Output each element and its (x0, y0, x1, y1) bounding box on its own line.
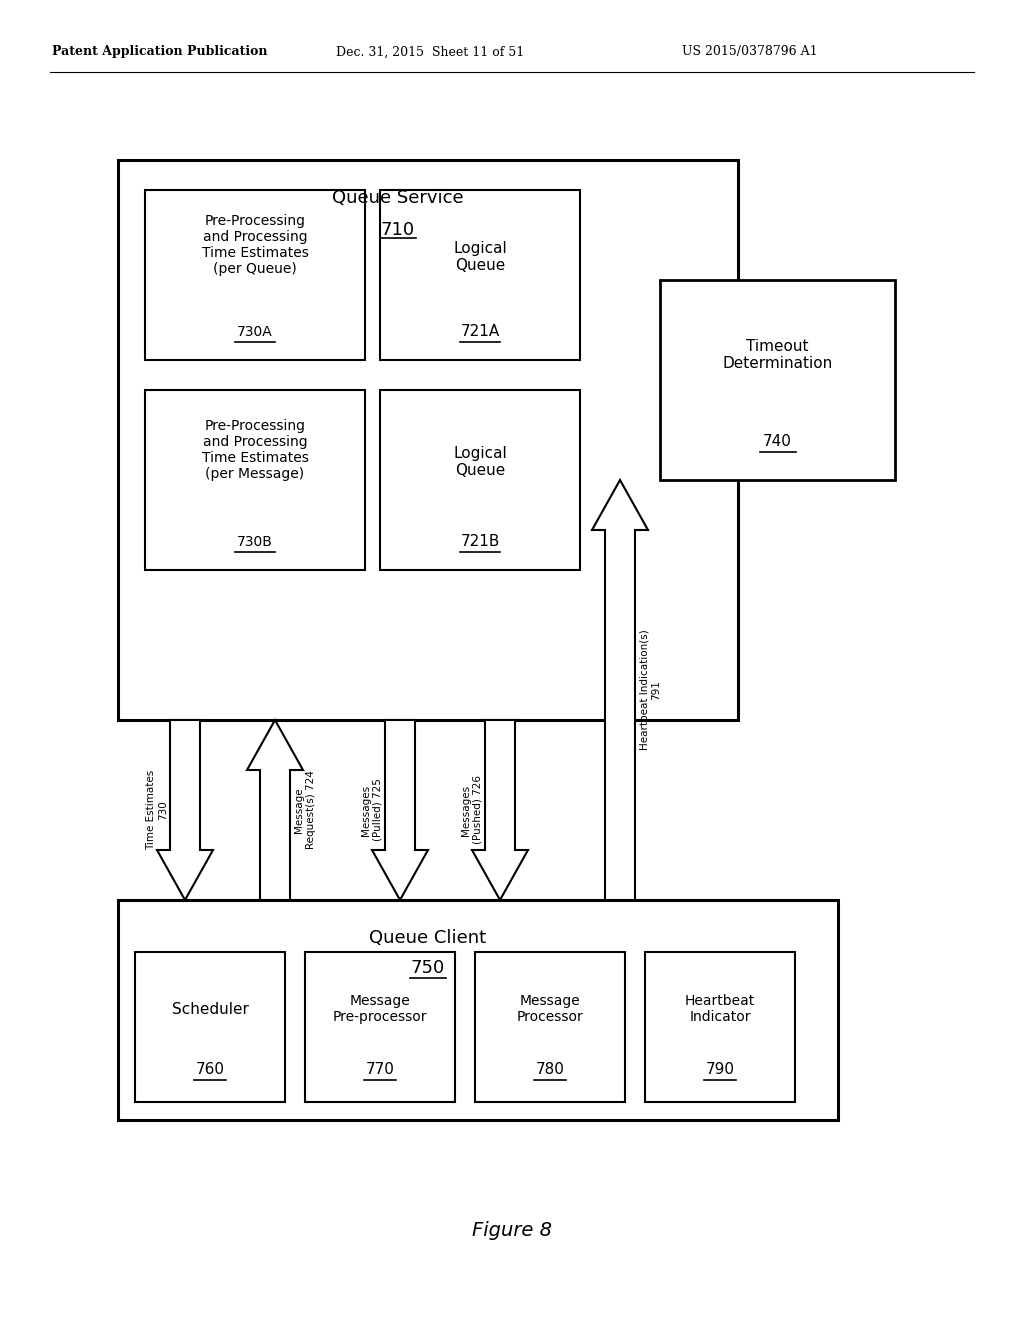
Text: 750: 750 (411, 960, 445, 977)
Bar (145, 190, 365, 360)
Bar (380, 190, 580, 360)
Text: Patent Application Publication: Patent Application Publication (52, 45, 267, 58)
Polygon shape (372, 719, 428, 900)
Text: 730B: 730B (238, 535, 273, 549)
Text: Time Estimates
730: Time Estimates 730 (146, 770, 168, 850)
Text: 780: 780 (536, 1063, 564, 1077)
Text: 730A: 730A (238, 325, 272, 339)
Text: Heartbeat Indication(s)
791: Heartbeat Indication(s) 791 (639, 630, 660, 750)
Text: Logical
Queue: Logical Queue (454, 446, 507, 478)
Bar (380, 389, 580, 570)
Text: 721B: 721B (461, 535, 500, 549)
Text: Scheduler: Scheduler (172, 1002, 249, 1016)
Bar (475, 952, 625, 1102)
Bar (118, 900, 838, 1119)
Text: Pre-Processing
and Processing
Time Estimates
(per Message): Pre-Processing and Processing Time Estim… (202, 418, 308, 482)
Text: Messages
(Pulled) 725: Messages (Pulled) 725 (361, 779, 383, 841)
Text: 790: 790 (706, 1063, 734, 1077)
Text: Figure 8: Figure 8 (472, 1221, 552, 1239)
Text: Dec. 31, 2015  Sheet 11 of 51: Dec. 31, 2015 Sheet 11 of 51 (336, 45, 524, 58)
Text: Pre-Processing
and Processing
Time Estimates
(per Queue): Pre-Processing and Processing Time Estim… (202, 214, 308, 276)
Polygon shape (472, 719, 528, 900)
Text: Queue Client: Queue Client (370, 929, 486, 946)
Text: Message
Processor: Message Processor (517, 994, 584, 1024)
Text: Logical
Queue: Logical Queue (454, 240, 507, 273)
Text: Message
Request(s) 724: Message Request(s) 724 (294, 771, 315, 850)
Text: Queue Service: Queue Service (332, 189, 464, 207)
Text: US 2015/0378796 A1: US 2015/0378796 A1 (682, 45, 818, 58)
Bar (660, 280, 895, 480)
Polygon shape (247, 719, 303, 900)
Text: 740: 740 (763, 434, 792, 450)
Bar (135, 952, 285, 1102)
Text: Timeout
Determination: Timeout Determination (722, 339, 833, 371)
Polygon shape (592, 480, 648, 900)
Text: 760: 760 (196, 1063, 224, 1077)
Text: Heartbeat
Indicator: Heartbeat Indicator (685, 994, 755, 1024)
Text: Message
Pre-processor: Message Pre-processor (333, 994, 427, 1024)
Bar (118, 160, 738, 719)
Text: Messages
(Pushed) 726: Messages (Pushed) 726 (461, 776, 482, 845)
Bar (645, 952, 795, 1102)
Polygon shape (157, 719, 213, 900)
Bar (145, 389, 365, 570)
Text: 710: 710 (381, 220, 415, 239)
Text: 721A: 721A (461, 325, 500, 339)
Text: 770: 770 (366, 1063, 394, 1077)
Bar (305, 952, 455, 1102)
